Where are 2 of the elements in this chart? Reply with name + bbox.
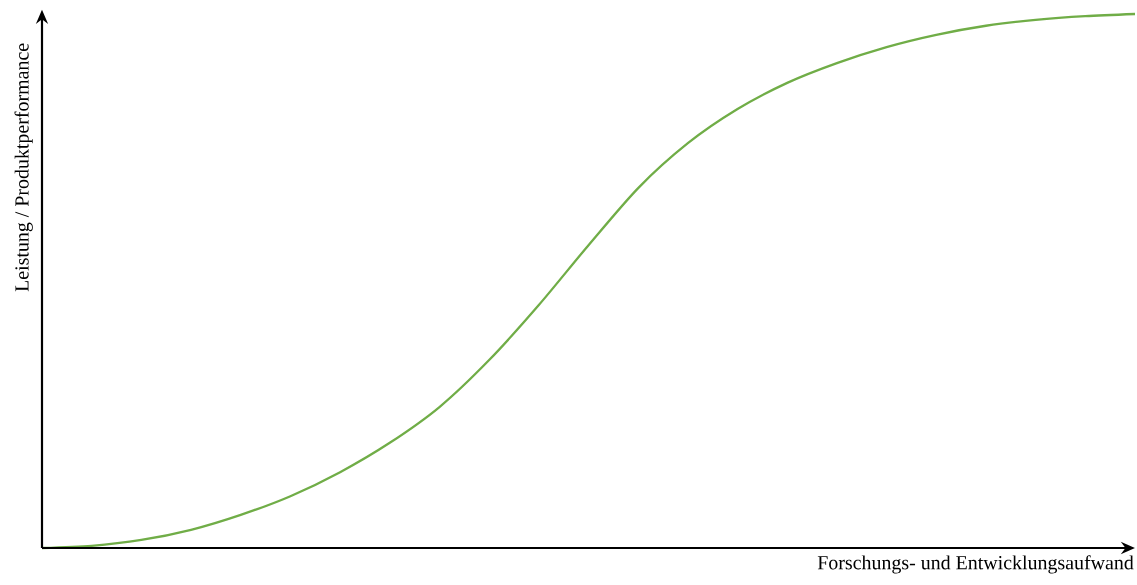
x-axis-title: Forschungs- und Entwicklungsaufwand [817, 555, 1134, 574]
y-axis-title: Leistung / Produktperformance [14, 43, 33, 292]
